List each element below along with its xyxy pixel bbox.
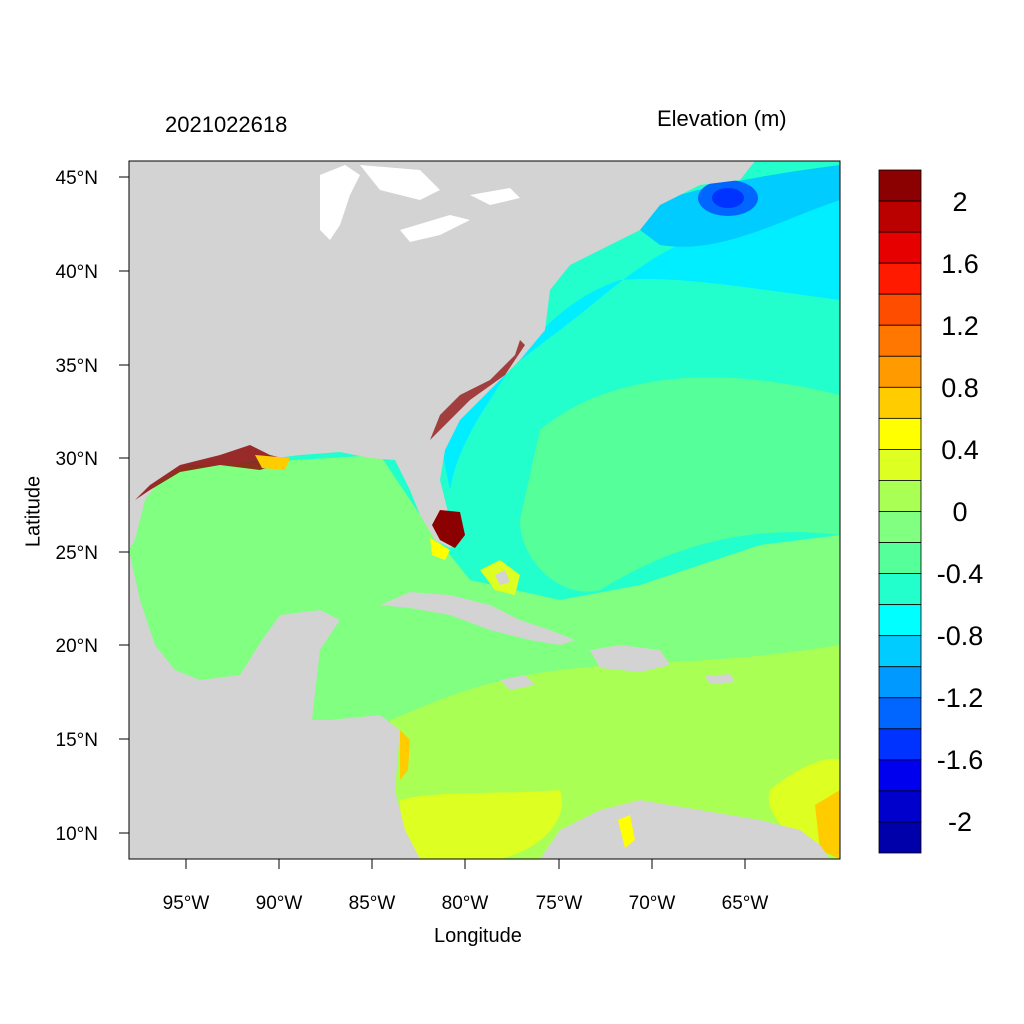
y-tick-label: 35°N [56, 356, 98, 377]
x-axis: 95°W 90°W 85°W 80°W 75°W 70°W 65°W [163, 859, 769, 914]
honduras-coastal-high [400, 730, 410, 780]
colorbar-label: 1.6 [941, 249, 979, 279]
x-tick-label: 70°W [629, 893, 676, 914]
colorbar-swatch [878, 573, 922, 606]
north-america-land [129, 161, 755, 550]
x-tick-label: 80°W [442, 893, 489, 914]
colorbar-label: 0 [952, 497, 967, 527]
y-tick-label: 25°N [56, 543, 98, 564]
y-tick-label: 20°N [56, 636, 98, 657]
colorbar-swatch [878, 604, 922, 637]
x-tick-label: 90°W [256, 893, 303, 914]
colorbar-swatch [878, 324, 922, 357]
colorbar-swatch [878, 355, 922, 388]
east-coast-high [430, 340, 525, 440]
colorbar-swatch [878, 542, 922, 574]
colorbar-swatch [878, 386, 922, 419]
colorbar-label: 0.8 [941, 373, 979, 403]
colorbar-swatch [878, 231, 922, 264]
y-tick-label: 45°N [56, 168, 98, 189]
y-tick-label: 15°N [56, 730, 98, 751]
y-axis: 45°N 40°N 35°N 30°N 25°N 20°N 15°N 10°N [56, 168, 129, 845]
colorbar-swatch [878, 511, 922, 543]
colorbar-swatch [878, 790, 922, 823]
south-caribbean-coastal [400, 790, 562, 859]
colorbar-label: 0.4 [941, 435, 979, 465]
colorbar-labels: 2 1.6 1.2 0.8 0.4 0 -0.4 -0.8 -1.2 -1.6 … [937, 187, 984, 837]
colorbar-swatch [878, 635, 922, 668]
y-tick-label: 40°N [56, 262, 98, 283]
colorbar-title: Elevation (m) [657, 106, 787, 131]
coastal-high [815, 790, 840, 859]
map-plot-area [129, 161, 840, 859]
bay-of-fundy-lower [712, 188, 744, 208]
cuba-land [380, 592, 575, 645]
louisiana-high [255, 455, 290, 470]
maracaibo-high [618, 815, 635, 848]
lake-ontario [470, 188, 520, 205]
colorbar-label: -2 [948, 807, 972, 837]
y-tick-label: 30°N [56, 449, 98, 470]
colorbar-swatch [878, 262, 922, 295]
colorbar-label: -1.2 [937, 683, 984, 713]
colorbar-label: 1.2 [941, 311, 979, 341]
colorbar-swatch [878, 759, 922, 792]
south-america-land [540, 800, 830, 859]
florida-high-elevation [432, 510, 465, 548]
colorbar-swatch [878, 697, 922, 730]
x-axis-title: Longitude [434, 925, 522, 947]
jamaica-land [500, 675, 535, 690]
gulf-coast-high [135, 445, 290, 500]
y-tick-label: 10°N [56, 824, 98, 845]
colorbar-swatch [878, 449, 922, 481]
coastal-shelf-water [440, 170, 840, 490]
lake-michigan [320, 165, 360, 240]
florida-keys-high [430, 538, 450, 560]
colorbar-label: 2 [952, 187, 967, 217]
hispaniola-land [590, 645, 670, 672]
colorbar [878, 169, 922, 854]
colorbar-label: -0.8 [937, 621, 984, 651]
x-tick-label: 95°W [163, 893, 210, 914]
colorbar-label: -0.4 [937, 559, 984, 589]
lake-erie [400, 215, 470, 242]
colorbar-swatch [878, 666, 922, 699]
colorbar-swatch [878, 728, 922, 761]
puerto-rico-land [705, 674, 735, 684]
colorbar-swatch [878, 293, 922, 326]
x-tick-label: 85°W [349, 893, 396, 914]
atlantic-band [520, 377, 840, 592]
map-date-title: 2021022618 [165, 112, 288, 137]
colorbar-swatch [878, 200, 922, 233]
bahamas-island [495, 570, 510, 585]
lake-huron [360, 165, 440, 200]
colorbar-label: -1.6 [937, 745, 984, 775]
colorbar-swatch [878, 480, 922, 512]
colorbar-swatch [878, 821, 922, 854]
central-america-land [129, 550, 420, 859]
map-frame [128, 160, 841, 860]
x-tick-label: 65°W [722, 893, 769, 914]
x-tick-label: 75°W [536, 893, 583, 914]
colorbar-swatch [878, 169, 922, 202]
colorbar-swatch [878, 417, 922, 450]
